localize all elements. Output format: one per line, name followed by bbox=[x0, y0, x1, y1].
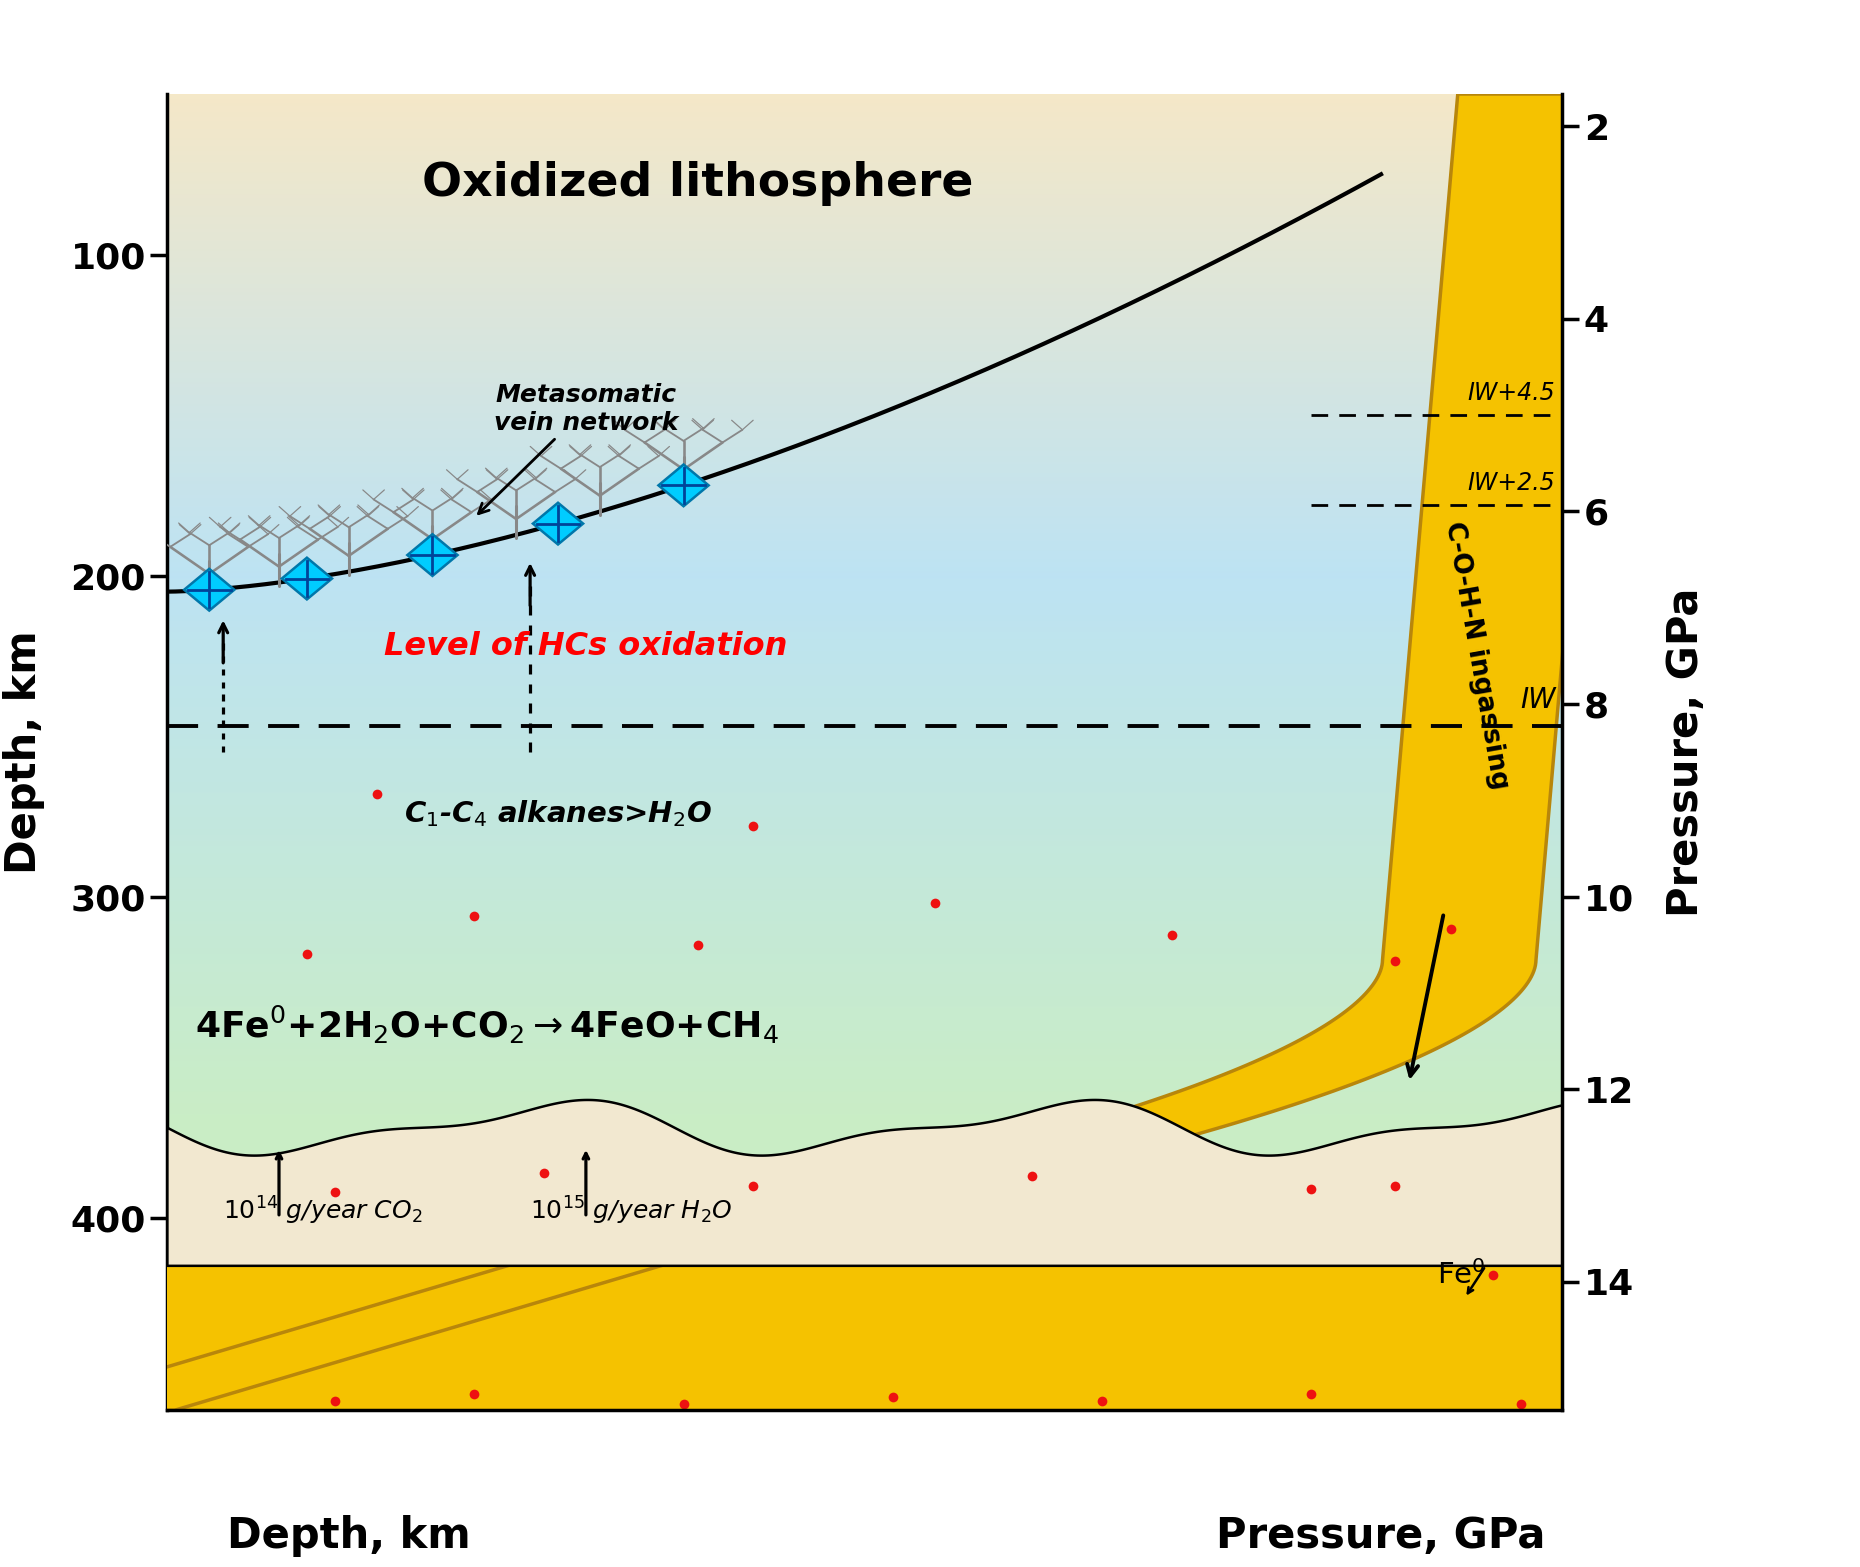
Polygon shape bbox=[281, 558, 331, 600]
Text: C-O-H-N ingassing: C-O-H-N ingassing bbox=[1440, 520, 1512, 791]
Polygon shape bbox=[658, 464, 709, 506]
Text: Depth, km: Depth, km bbox=[227, 1515, 471, 1556]
Text: 4Fe$^0$+2H$_2$O+CO$_2$$\rightarrow$4FeO+CH$_4$: 4Fe$^0$+2H$_2$O+CO$_2$$\rightarrow$4FeO+… bbox=[195, 1004, 779, 1047]
Text: Fe$^0$: Fe$^0$ bbox=[1436, 1260, 1486, 1290]
Y-axis label: Depth, km: Depth, km bbox=[4, 630, 45, 874]
Text: $10^{14}$ g/year CO$_2$: $10^{14}$ g/year CO$_2$ bbox=[223, 1196, 422, 1227]
Text: IW+4.5: IW+4.5 bbox=[1468, 381, 1555, 406]
Bar bbox=[167, 1266, 1562, 1410]
Y-axis label: Pressure, GPa: Pressure, GPa bbox=[1665, 588, 1707, 917]
Text: IW: IW bbox=[1520, 686, 1555, 713]
Text: Pressure, GPa: Pressure, GPa bbox=[1216, 1515, 1546, 1556]
Polygon shape bbox=[532, 503, 582, 544]
Polygon shape bbox=[167, 1100, 1562, 1266]
Text: IW+2.5: IW+2.5 bbox=[1468, 472, 1555, 495]
Polygon shape bbox=[407, 534, 458, 577]
Polygon shape bbox=[20, 94, 1611, 1410]
Text: Level of HCs oxidation: Level of HCs oxidation bbox=[385, 630, 787, 661]
Text: Oxidized lithosphere: Oxidized lithosphere bbox=[422, 161, 973, 207]
Text: C$_1$-C$_4$ alkanes>H$_2$O: C$_1$-C$_4$ alkanes>H$_2$O bbox=[404, 798, 712, 829]
Polygon shape bbox=[184, 569, 234, 611]
Text: $10^{15}$ g/year H$_2$O: $10^{15}$ g/year H$_2$O bbox=[530, 1196, 733, 1227]
Text: Metasomatic
vein network: Metasomatic vein network bbox=[478, 382, 679, 514]
